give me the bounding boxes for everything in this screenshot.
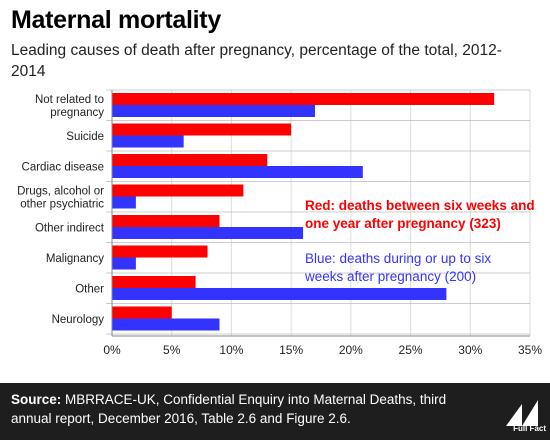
bar-red [112,93,495,105]
category-label: Other [75,283,104,295]
bar-red [112,245,208,258]
category-label: Cardiac disease [22,161,104,173]
x-tick-label: 5% [163,343,181,357]
bar-red [112,215,220,227]
bar-blue [112,288,447,300]
bar-blue [112,105,316,117]
category-label: Other indirect [35,222,105,234]
chart-title: Maternal mortality [11,6,221,34]
source-footer: Source: MBRRACE-UK, Confidential Enquiry… [0,383,550,440]
bar-red [112,184,244,197]
category-label: Neurology [52,314,105,326]
bar-red [112,123,292,136]
bar-blue [112,196,136,209]
bar-blue [112,227,304,239]
bar-blue [112,166,363,178]
category-label: other psychiatric [20,198,104,210]
source-text: MBRRACE-UK, Confidential Enquiry into Ma… [11,392,447,426]
x-tick-label: 10% [219,343,243,357]
bar-red [112,154,268,166]
category-label: Suicide [66,131,104,143]
bar-blue [112,135,184,148]
chart-subtitle: Leading causes of death after pregnancy,… [11,42,502,80]
category-label: pregnancy [50,107,104,119]
bar-blue [112,257,136,270]
x-tick-label: 25% [399,343,423,357]
category-label: Malignancy [46,253,104,265]
x-tick-label: 35% [518,343,542,357]
bar-red [112,306,172,319]
x-tick-label: 30% [458,343,482,357]
category-label: Drugs, alcohol or [17,185,104,197]
full-fact-logo-icon [506,400,538,426]
source-label: Source: [11,392,62,407]
legend-blue-text: Blue: deaths during or up to six [305,251,491,266]
category-label: Not related to [35,94,104,106]
x-tick-label: 15% [279,343,303,357]
logo-text: Full Fact [513,424,546,433]
bar-blue [112,318,220,331]
x-tick-label: 20% [339,343,363,357]
legend-red-text: one year after pregnancy (323) [305,216,501,231]
legend-blue-text: weeks after pregnancy (200) [304,269,476,284]
bar-red [112,276,196,288]
x-tick-label: 0% [103,343,121,357]
legend-red-text: Red: deaths between six weeks and [305,198,535,213]
